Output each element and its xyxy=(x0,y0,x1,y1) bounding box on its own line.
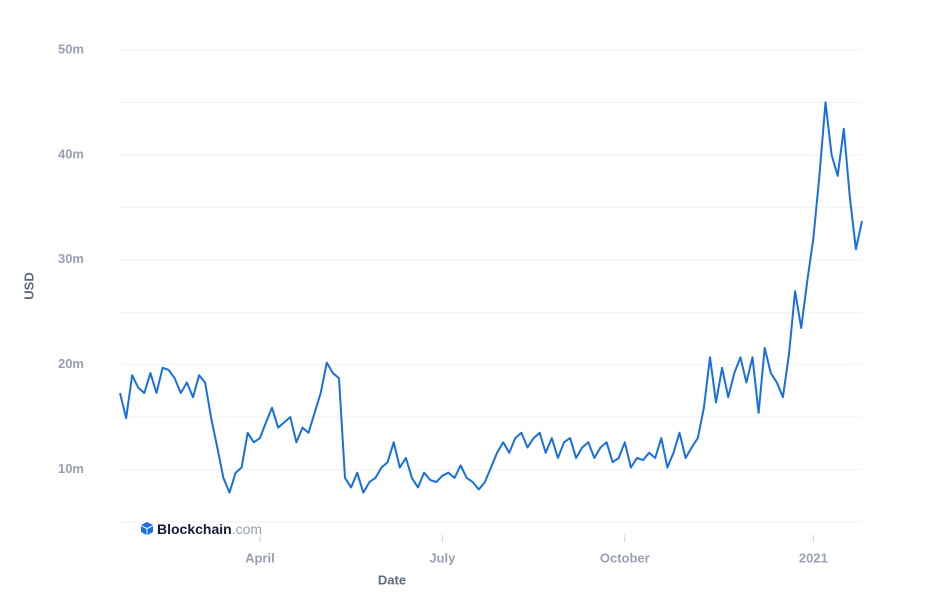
plot: 10m 20m 30m 40m 50m April July October 2021 xyxy=(58,41,863,565)
logo-icon xyxy=(141,522,153,535)
line-series xyxy=(119,101,863,494)
y-tick-label: 10m xyxy=(58,461,84,476)
x-tick-label: 2021 xyxy=(799,550,828,565)
y-tick-label: 50m xyxy=(58,41,84,56)
y-tick-label: 30m xyxy=(58,251,84,266)
x-tick-label: July xyxy=(429,550,456,565)
logo-domain: .com xyxy=(232,521,262,537)
x-tick-label: April xyxy=(245,550,275,565)
logo-name: Blockchain xyxy=(157,521,232,537)
y-tick-label: 40m xyxy=(58,146,84,161)
x-tick-label: October xyxy=(600,550,650,565)
logo: Blockchain.com xyxy=(141,521,262,537)
y-tick-label: 20m xyxy=(58,356,84,371)
logo-text: Blockchain.com xyxy=(157,521,262,537)
x-axis-label: Date xyxy=(378,572,406,587)
y-axis-label: USD xyxy=(21,272,36,299)
